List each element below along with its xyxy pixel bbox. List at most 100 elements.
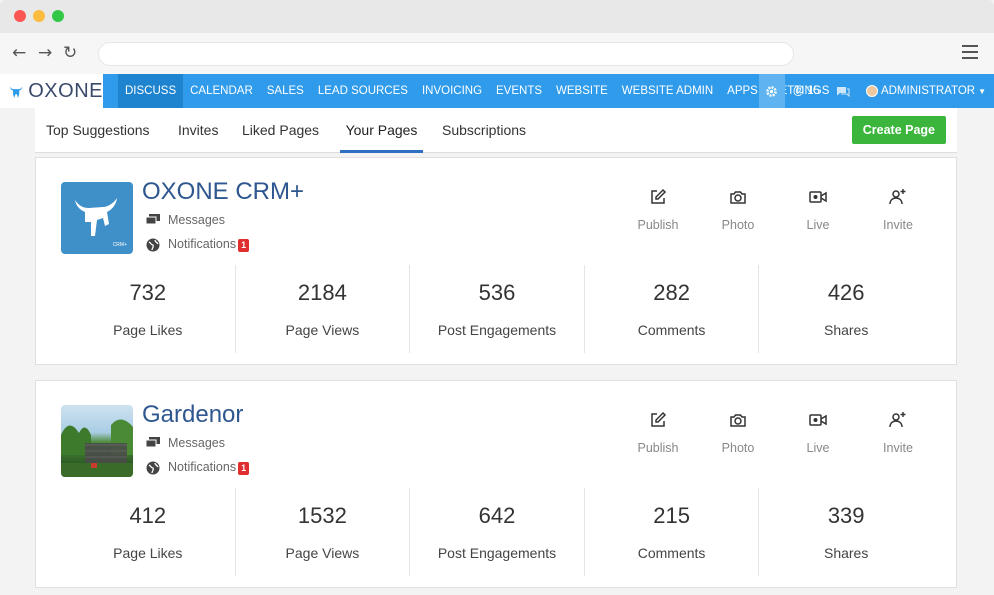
- thumb-label: CRM+: [112, 242, 127, 248]
- logo[interactable]: OXONE: [0, 74, 103, 108]
- main-nav: DISCUSS CALENDAR SALES LEAD SOURCES INVO…: [118, 74, 836, 108]
- nav-item-settings[interactable]: SETTINGS: [771, 85, 830, 97]
- stat-label: Page Views: [285, 322, 360, 338]
- mentions-counter[interactable]: @ 15: [785, 85, 828, 97]
- photo-button[interactable]: Photo: [698, 188, 778, 232]
- photo-label: Photo: [721, 441, 755, 455]
- stat-label: Comments: [637, 545, 706, 561]
- avatar: [865, 85, 878, 97]
- edit-icon: [651, 411, 667, 427]
- notifications-link[interactable]: Notifications 1: [146, 460, 250, 475]
- reload-icon[interactable]: ↻: [63, 43, 78, 63]
- stat-shares: 426 Shares: [759, 265, 933, 353]
- gear-icon[interactable]: [758, 74, 785, 108]
- invite-label: Invite: [883, 218, 913, 232]
- page-title[interactable]: OXONE CRM+: [142, 178, 305, 205]
- nav-item-discuss[interactable]: DISCUSS: [118, 74, 184, 108]
- create-page-button[interactable]: Create Page: [851, 116, 946, 144]
- page-avatar[interactable]: CRM+: [61, 182, 133, 254]
- stat-value: 426: [827, 280, 865, 305]
- page-actions: Publish Photo Live Invite: [618, 188, 938, 232]
- globe-icon: [146, 238, 160, 251]
- stat-label: Shares: [823, 322, 869, 338]
- notifications-link[interactable]: Notifications 1: [146, 237, 250, 252]
- pages-tabs: Top Suggestions Invites Liked Pages Your…: [35, 108, 957, 153]
- back-arrow-icon[interactable]: ←: [12, 43, 27, 63]
- stat-label: Post Engagements: [437, 322, 557, 338]
- stat-comments: 282 Comments: [585, 265, 760, 353]
- browser-toolbar: ← → ↻: [0, 33, 994, 75]
- chat-icon[interactable]: [828, 86, 858, 97]
- live-button[interactable]: Live: [778, 411, 858, 455]
- nav-item-lead-sources[interactable]: LEAD SOURCES: [317, 85, 408, 97]
- nav-item-website[interactable]: WEBSITE: [556, 85, 608, 97]
- page-card: CRM+ OXONE CRM+ Messages Notifications 1 …: [35, 157, 957, 365]
- live-label: Live: [806, 441, 830, 455]
- publish-label: Publish: [637, 441, 679, 455]
- mentions-count: 15: [807, 85, 820, 97]
- stat-shares: 339 Shares: [759, 488, 933, 576]
- maximize-window-button[interactable]: [52, 10, 64, 22]
- nav-item-website-admin[interactable]: WEBSITE ADMIN: [621, 85, 714, 97]
- messages-label: Messages: [168, 436, 225, 450]
- stat-label: Page Likes: [113, 322, 183, 338]
- messages-icon: [146, 214, 160, 225]
- stat-value: 339: [827, 503, 865, 528]
- notifications-badge: 1: [238, 239, 250, 252]
- stat-value: 732: [129, 280, 167, 305]
- stat-label: Comments: [637, 322, 706, 338]
- tab-your-pages[interactable]: Your Pages: [340, 108, 423, 153]
- stat-value: 642: [478, 503, 516, 528]
- publish-button[interactable]: Publish: [618, 188, 698, 232]
- invite-button[interactable]: Invite: [858, 411, 938, 455]
- logo-text: OXONE: [28, 79, 103, 102]
- notifications-label: Notifications: [168, 237, 237, 251]
- nav-item-invoicing[interactable]: INVOICING: [421, 85, 483, 97]
- nav-item-events[interactable]: EVENTS: [496, 85, 543, 97]
- stat-value: 1532: [297, 503, 347, 528]
- photo-button[interactable]: Photo: [698, 411, 778, 455]
- photo-label: Photo: [721, 218, 755, 232]
- tab-liked-pages[interactable]: Liked Pages: [242, 122, 320, 138]
- stat-value: 282: [653, 280, 690, 305]
- invite-button[interactable]: Invite: [858, 188, 938, 232]
- messages-link[interactable]: Messages: [146, 213, 225, 227]
- messages-link[interactable]: Messages: [146, 436, 225, 450]
- notifications-badge: 1: [238, 462, 250, 475]
- stat-post-engagements: 536 Post Engagements: [410, 265, 585, 353]
- app-navbar: OXONE DISCUSS CALENDAR SALES LEAD SOURCE…: [0, 74, 994, 108]
- user-menu[interactable]: ADMINISTRATOR ▼: [858, 85, 994, 97]
- stat-label: Page Likes: [113, 545, 183, 561]
- chevron-down-icon: ▼: [978, 86, 986, 96]
- page-title[interactable]: Gardenor: [142, 401, 244, 428]
- messages-label: Messages: [168, 213, 225, 227]
- bull-logo-icon: [75, 198, 117, 236]
- video-camera-icon: [809, 414, 827, 426]
- forward-arrow-icon[interactable]: →: [38, 43, 53, 63]
- globe-icon: [146, 461, 160, 474]
- url-bar[interactable]: [98, 42, 794, 66]
- at-icon: @: [792, 85, 805, 97]
- garden-photo: [61, 419, 133, 477]
- browser-menu-icon[interactable]: [962, 45, 978, 63]
- page-avatar[interactable]: [61, 405, 133, 477]
- notifications-label: Notifications: [168, 460, 237, 474]
- stat-comments: 215 Comments: [585, 488, 760, 576]
- page-card: Gardenor Messages Notifications 1 Publish…: [35, 380, 957, 588]
- close-window-button[interactable]: [14, 10, 26, 22]
- minimize-window-button[interactable]: [33, 10, 45, 22]
- live-button[interactable]: Live: [778, 188, 858, 232]
- nav-item-apps[interactable]: APPS: [727, 85, 758, 97]
- tab-top-suggestions[interactable]: Top Suggestions: [46, 122, 150, 138]
- nav-item-sales[interactable]: SALES: [266, 85, 304, 97]
- invite-label: Invite: [883, 441, 913, 455]
- nav-item-calendar[interactable]: CALENDAR: [190, 85, 253, 97]
- publish-button[interactable]: Publish: [618, 411, 698, 455]
- tab-subscriptions[interactable]: Subscriptions: [442, 122, 527, 138]
- video-camera-icon: [809, 191, 827, 203]
- stat-value: 412: [129, 503, 167, 528]
- tab-invites[interactable]: Invites: [178, 122, 219, 138]
- stat-page-likes: 412 Page Likes: [61, 488, 236, 576]
- messages-icon: [146, 437, 160, 448]
- page-actions: Publish Photo Live Invite: [618, 411, 938, 455]
